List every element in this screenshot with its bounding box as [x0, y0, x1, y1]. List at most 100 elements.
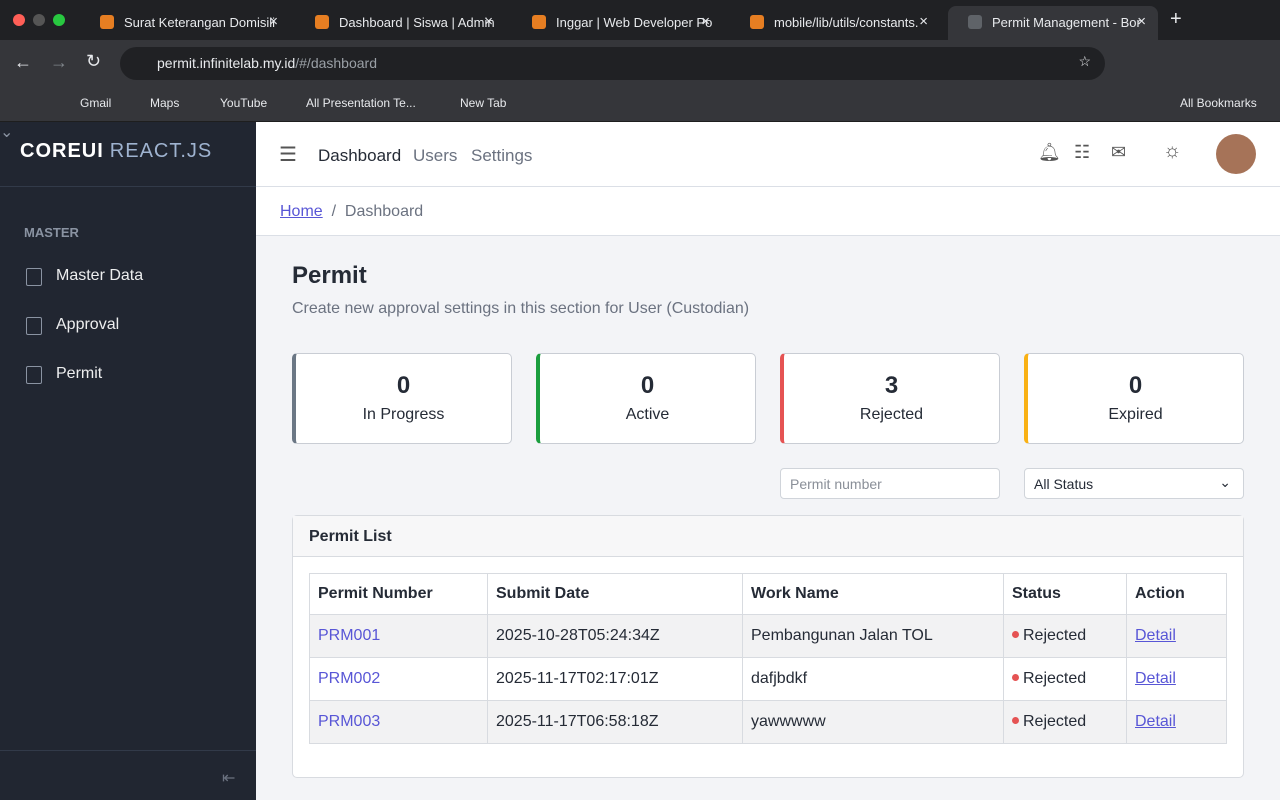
cell-text: dafjbdkf: [751, 670, 808, 687]
permit-link[interactable]: PRM001: [318, 627, 381, 644]
permit-link[interactable]: PRM002: [318, 670, 381, 687]
stat-value: 0: [1128, 372, 1143, 399]
stat-card: 0 In Progress: [292, 353, 512, 444]
bookmark[interactable]: New Tab: [460, 96, 507, 110]
column-header: Status: [1003, 573, 1127, 615]
back[interactable]: ←: [14, 52, 32, 72]
messages[interactable]: ✉: [1111, 142, 1127, 162]
minimize-window[interactable]: [33, 14, 45, 26]
table-cell: Detail: [1126, 700, 1227, 744]
browser-tab[interactable]: Dashboard | Siswa | Admin ×: [295, 6, 505, 40]
tab-title: mobile/lib/utils/constants.: [774, 15, 919, 30]
tab-close[interactable]: ×: [701, 13, 710, 30]
stat-label: In Progress: [362, 406, 445, 423]
page-title: Permit: [292, 262, 367, 289]
stat-card: 0 Expired: [1024, 353, 1244, 444]
header-nav-link[interactable]: Dashboard: [318, 146, 402, 165]
bookmark[interactable]: Gmail: [80, 96, 112, 110]
header-nav-link[interactable]: Users: [413, 146, 458, 165]
bookmark[interactable]: YouTube: [220, 96, 268, 110]
nav-icon: [26, 366, 42, 384]
maximize-window[interactable]: [53, 14, 65, 26]
sidebar-item[interactable]: Permit: [56, 365, 103, 382]
table-row: PRM001 2025-10-28T05:24:34Z Pembangunan Ja…: [309, 614, 1227, 658]
tab-icon: [315, 15, 329, 29]
breadcrumb-link[interactable]: Home: [280, 203, 323, 220]
brand: COREUI REACT.JS: [20, 140, 212, 163]
bookmark-star[interactable]: ☆: [1078, 53, 1091, 69]
breadcrumb: Home / Dashboard: [256, 187, 1280, 236]
browser-tab[interactable]: mobile/lib/utils/constants. ×: [730, 6, 940, 40]
column-header: Work Name: [742, 573, 1004, 615]
search-input[interactable]: Permit number: [780, 468, 1000, 499]
status-value: All Status: [1034, 476, 1094, 492]
cell-text: 2025-10-28T05:24:34Z: [496, 627, 660, 644]
divider: [0, 750, 256, 751]
header: ☰ 🔔︎ ☷ ✉ ☼ Dashboard Users Settings: [256, 122, 1280, 187]
sidebar: COREUI REACT.JS MASTER ⇤ Master Data Appro…: [0, 122, 256, 800]
cell-text: Pembangunan Jalan TOL: [751, 627, 933, 644]
notifications[interactable]: 🔔︎: [1038, 142, 1061, 162]
table-cell: PRM001: [309, 614, 488, 658]
browser-tab[interactable]: Inggar | Web Developer Po ×: [512, 6, 722, 40]
brand-name: COREUI: [20, 140, 104, 162]
column-header: Action: [1126, 573, 1227, 615]
permit-table: Permit Number Submit Date Work Name Status A…: [309, 573, 1227, 744]
close-window[interactable]: [13, 14, 25, 26]
detail-link[interactable]: Detail: [1135, 670, 1176, 687]
permit-link[interactable]: PRM003: [318, 713, 381, 730]
table-body: PRM001 2025-10-28T05:24:34Z Pembangunan Ja…: [309, 614, 1227, 744]
bookmark[interactable]: All Presentation Te...: [306, 96, 416, 110]
sidebar-item[interactable]: Master Data: [56, 267, 144, 284]
tab-close[interactable]: ×: [269, 13, 278, 30]
new-tab[interactable]: +: [1170, 8, 1182, 30]
chevron[interactable]: ⌄: [0, 124, 14, 141]
tab-strip: + Surat Keterangan Domisili × Dashboard | …: [0, 0, 1280, 40]
cell-text: 2025-11-17T02:17:01Z: [496, 670, 659, 687]
tab-title: Inggar | Web Developer Po: [556, 15, 713, 30]
table-cell: 2025-10-28T05:24:34Z: [487, 614, 743, 658]
bookmark[interactable]: Maps: [150, 96, 180, 110]
reload[interactable]: ↻: [86, 51, 102, 71]
breadcrumb-current: Dashboard: [344, 203, 424, 220]
section-title: MASTER: [24, 225, 79, 240]
tab-close[interactable]: ×: [1137, 13, 1146, 30]
forward[interactable]: →: [50, 52, 68, 72]
table-row: PRM002 2025-11-17T02:17:01Z dafjbdkf Reject…: [309, 657, 1227, 701]
stat-card: 0 Active: [536, 353, 756, 444]
column-header: Permit Number: [309, 573, 488, 615]
column-header: Submit Date: [487, 573, 743, 615]
nav-icon: [26, 268, 42, 286]
stat-label: Active: [625, 406, 670, 423]
card-title: Permit List: [293, 516, 1243, 557]
sidebar-item[interactable]: Approval: [56, 316, 120, 333]
header-nav-link[interactable]: Settings: [471, 146, 533, 165]
tab-close[interactable]: ×: [484, 13, 493, 30]
status-select[interactable]: All Status ⌄: [1024, 468, 1244, 499]
stat-value: 3: [884, 372, 899, 399]
chevron: ⌄: [1219, 474, 1231, 490]
status-text: Rejected: [1023, 670, 1087, 687]
theme-toggle[interactable]: ☼: [1163, 140, 1182, 162]
tab-title: Surat Keterangan Domisili: [124, 15, 276, 30]
detail-link[interactable]: Detail: [1135, 713, 1176, 730]
url-host: permit.infinitelab.my.id: [157, 55, 296, 71]
browser-tab[interactable]: Surat Keterangan Domisili ×: [80, 6, 290, 40]
table-cell: Detail: [1126, 657, 1227, 701]
avatar[interactable]: [1216, 134, 1256, 174]
url-path: /#/dashboard: [295, 55, 377, 71]
tasks[interactable]: ☷: [1074, 142, 1091, 162]
tab-close[interactable]: ×: [919, 13, 928, 30]
browser-tab[interactable]: Permit Management - Bor ×: [948, 6, 1158, 40]
detail-link[interactable]: Detail: [1135, 627, 1176, 644]
table-cell: PRM002: [309, 657, 488, 701]
stat-card: 3 Rejected: [780, 353, 1000, 444]
collapse-sidebar[interactable]: ⇤: [222, 770, 236, 787]
menu-toggle[interactable]: ☰: [279, 144, 297, 166]
bookmarks-bar: All Bookmarks Gmail Maps YouTube All Presen…: [0, 86, 1280, 122]
all-bookmarks[interactable]: All Bookmarks: [1160, 96, 1257, 110]
address-bar[interactable]: permit.infinitelab.my.id/#/dashboard ☆: [120, 47, 1105, 80]
all-bookmarks-label: All Bookmarks: [1180, 96, 1257, 110]
